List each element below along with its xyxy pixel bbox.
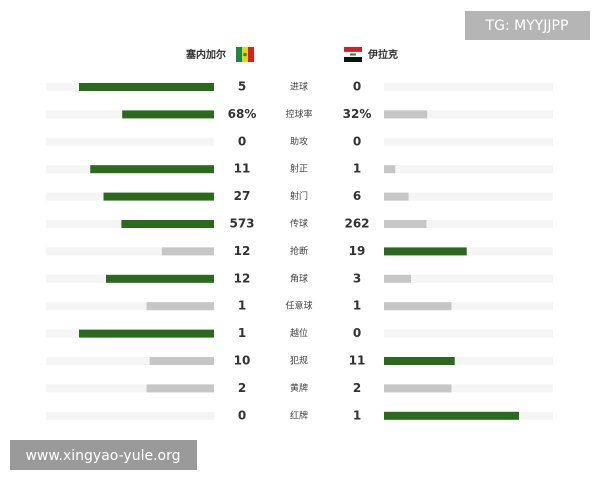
stat-label: 任意球 <box>285 300 312 312</box>
away-value: 0 <box>353 134 361 148</box>
home-value: 10 <box>234 354 251 368</box>
bar-track <box>46 357 214 365</box>
stat-label: 助攻 <box>290 135 308 147</box>
bar-track <box>384 220 553 228</box>
away-value: 1 <box>353 162 361 176</box>
stat-label: 黄牌 <box>290 382 308 394</box>
watermark-box <box>465 11 590 40</box>
away-bar <box>384 247 467 256</box>
away-value: 2 <box>353 381 361 395</box>
bar-track <box>384 83 553 91</box>
watermark-bottom: www.xingyao-yule.org <box>25 448 180 464</box>
home-bar <box>90 165 214 174</box>
away-value: 11 <box>349 354 366 368</box>
away-bar <box>384 411 519 420</box>
home-value: 0 <box>238 408 246 422</box>
bar-track <box>384 384 553 393</box>
home-value: 1 <box>238 326 246 340</box>
away-bar <box>384 110 428 119</box>
away-value: 6 <box>353 189 361 203</box>
away-team: 伊拉克 <box>367 48 398 61</box>
away-bar <box>384 384 452 393</box>
home-value: 1 <box>238 299 246 313</box>
away-value: 0 <box>353 80 361 94</box>
away-value: 3 <box>353 271 361 285</box>
away-bar <box>384 357 455 365</box>
home-bar <box>79 83 214 91</box>
bar-track <box>384 329 553 338</box>
bar-track <box>46 137 214 146</box>
away-value: 1 <box>353 408 361 422</box>
stat-label: 角球 <box>290 272 308 284</box>
senegal-flag <box>236 47 254 62</box>
bar-track <box>46 302 214 311</box>
home-bar <box>122 110 214 119</box>
away-bar <box>384 274 411 283</box>
home-value: 68% <box>228 107 257 121</box>
bar-track <box>46 247 214 256</box>
away-bar <box>384 302 452 311</box>
away-bar <box>384 220 427 228</box>
home-value: 5 <box>238 80 246 94</box>
stat-label: 越位 <box>290 327 308 339</box>
home-value: 0 <box>238 134 246 148</box>
home-value: 12 <box>234 271 251 285</box>
away-value: 1 <box>353 299 361 313</box>
home-value: 27 <box>234 189 251 203</box>
away-value: 32% <box>343 107 372 121</box>
bar-track <box>46 411 214 420</box>
home-value: 2 <box>238 381 246 395</box>
home-bar <box>149 357 214 365</box>
home-bar <box>106 274 214 283</box>
bar-track <box>384 274 553 283</box>
home-bar <box>103 192 214 201</box>
stat-label: 犯规 <box>290 356 308 367</box>
stat-label: 进球 <box>290 81 308 93</box>
stat-label: 抢断 <box>290 245 308 257</box>
bar-track <box>384 165 553 174</box>
home-bar <box>79 329 214 338</box>
stat-label: 传球 <box>290 218 308 230</box>
away-value: 0 <box>353 326 361 340</box>
away-value: 262 <box>344 217 369 231</box>
stat-label: 射正 <box>290 163 308 175</box>
stat-label: 控球率 <box>285 108 312 120</box>
bar-track <box>384 110 553 119</box>
bar-track <box>384 302 553 311</box>
bar-track <box>384 137 553 146</box>
away-bar <box>384 192 409 201</box>
stat-label: 红牌 <box>290 409 308 421</box>
bar-track <box>46 384 214 393</box>
home-bar <box>121 220 214 228</box>
stat-label: 射门 <box>290 190 308 202</box>
away-value: 19 <box>349 244 366 258</box>
iraq-flag <box>343 47 363 62</box>
home-bar <box>146 302 214 311</box>
home-team: 塞内加尔 <box>186 48 226 61</box>
bar-track <box>384 357 553 365</box>
away-bar <box>384 165 396 174</box>
bar-track <box>384 192 553 201</box>
home-value: 11 <box>234 162 251 176</box>
watermark-box <box>10 440 197 470</box>
home-value: 12 <box>234 244 251 258</box>
home-value: 573 <box>229 217 254 231</box>
watermark-top: TG: MYYJJPP <box>485 18 569 34</box>
home-bar <box>161 247 214 256</box>
home-bar <box>146 384 214 393</box>
bar-track <box>384 247 553 256</box>
